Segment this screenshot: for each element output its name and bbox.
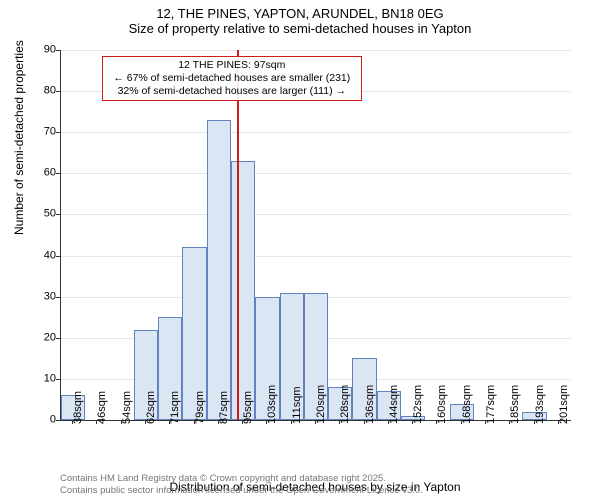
ytick-label: 70 [26,127,56,138]
bars-group [61,50,571,420]
ytick-mark [56,132,60,133]
plot-region: 12 THE PINES: 97sqm← 67% of semi-detache… [60,50,571,421]
annotation-line: 12 THE PINES: 97sqm [107,59,357,72]
ytick-mark [56,420,60,421]
ytick-mark [56,297,60,298]
chart-container: 12, THE PINES, YAPTON, ARUNDEL, BN18 0EG… [0,0,600,500]
annotation-box: 12 THE PINES: 97sqm← 67% of semi-detache… [102,56,362,101]
annotation-line: ← 67% of semi-detached houses are smalle… [107,72,357,85]
ytick-mark [56,338,60,339]
reference-line [237,50,239,420]
ytick-label: 10 [26,373,56,384]
ytick-mark [56,173,60,174]
chart-area: 12 THE PINES: 97sqm← 67% of semi-detache… [60,50,570,420]
footer-line-1: Contains HM Land Registry data © Crown c… [60,473,423,484]
ytick-label: 50 [26,209,56,220]
annotation-line: 32% of semi-detached houses are larger (… [107,85,357,98]
footer-attribution: Contains HM Land Registry data © Crown c… [60,473,423,496]
histogram-bar [207,120,231,420]
ytick-mark [56,50,60,51]
ytick-label: 0 [26,415,56,426]
ytick-label: 60 [26,168,56,179]
footer-line-2: Contains public sector information licen… [60,485,423,496]
histogram-bar [231,161,255,420]
y-axis-label: Number of semi-detached properties [12,40,26,235]
ytick-label: 20 [26,332,56,343]
title-line-2: Size of property relative to semi-detach… [0,21,600,36]
ytick-mark [56,256,60,257]
ytick-label: 30 [26,291,56,302]
ytick-label: 80 [26,86,56,97]
ytick-mark [56,91,60,92]
ytick-label: 40 [26,250,56,261]
title-block: 12, THE PINES, YAPTON, ARUNDEL, BN18 0EG… [0,0,600,36]
ytick-label: 90 [26,45,56,56]
title-line-1: 12, THE PINES, YAPTON, ARUNDEL, BN18 0EG [0,6,600,21]
ytick-mark [56,214,60,215]
ytick-mark [56,379,60,380]
